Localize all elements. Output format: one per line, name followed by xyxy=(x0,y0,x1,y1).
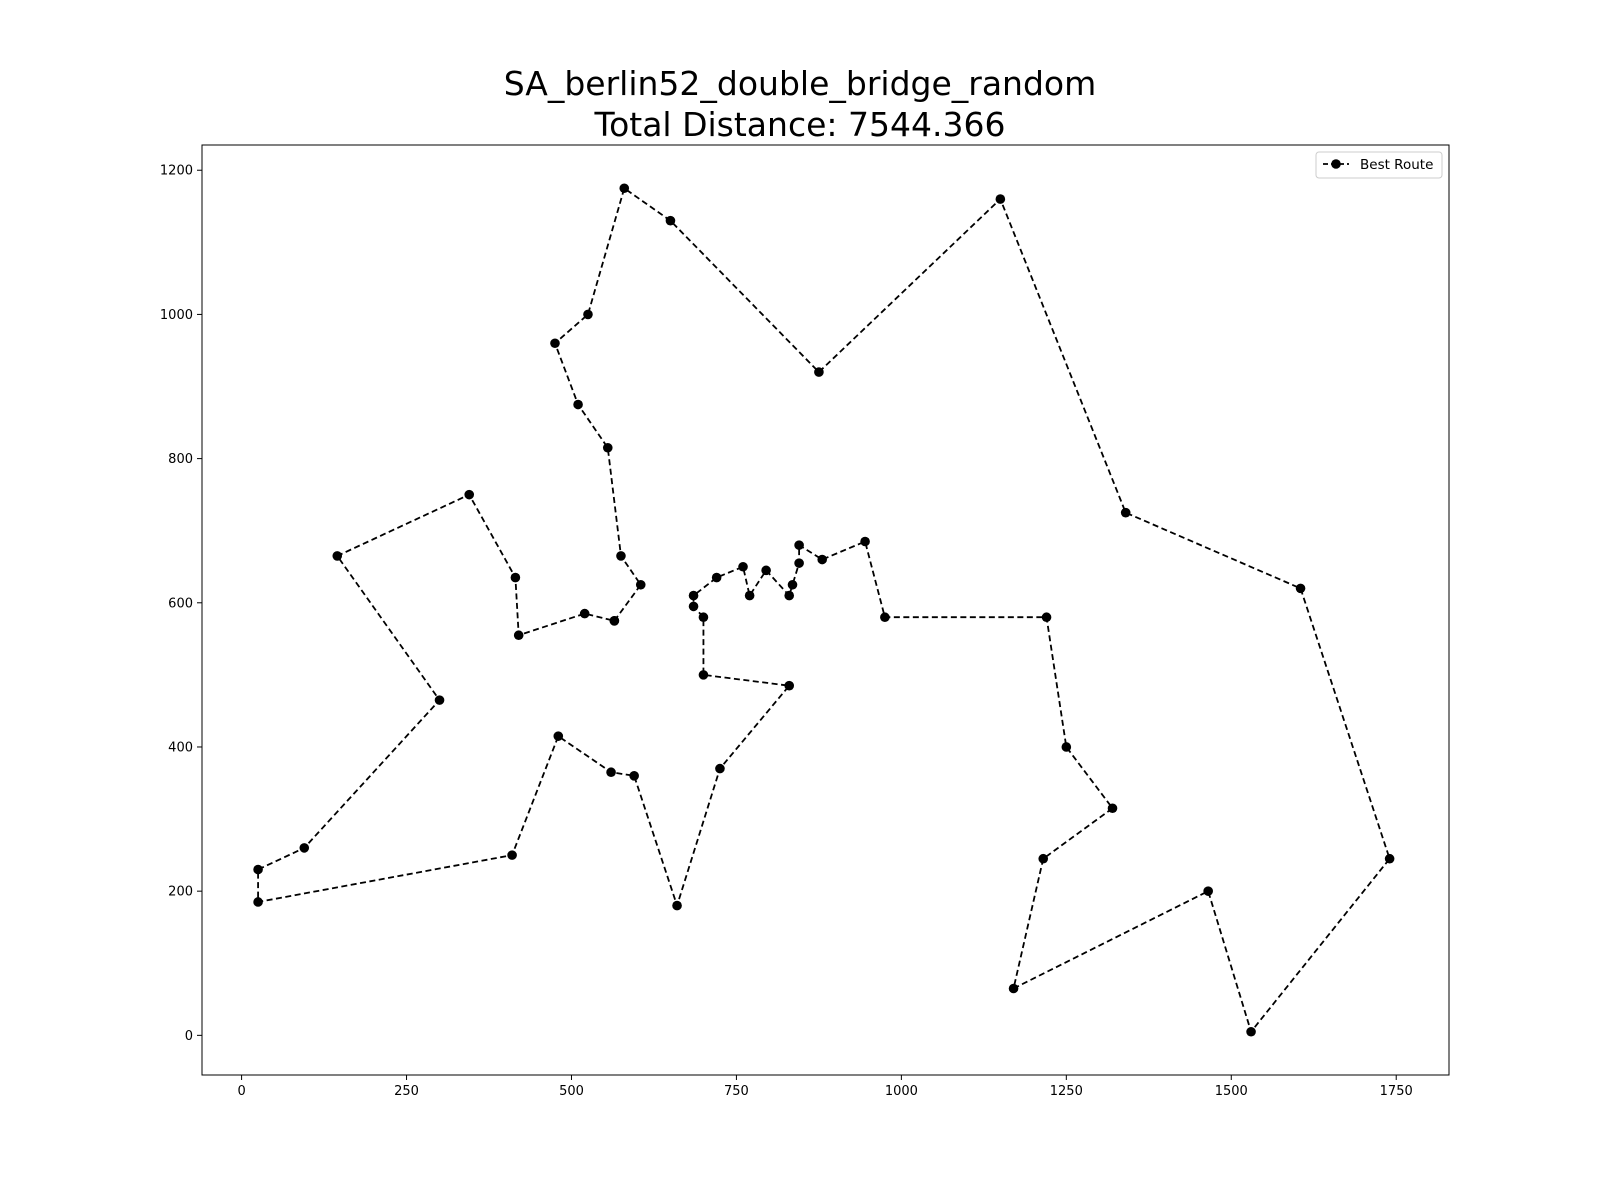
city-point xyxy=(507,850,517,860)
x-tick-label: 1500 xyxy=(1215,1084,1248,1099)
city-point xyxy=(1120,507,1131,518)
x-tick-label: 500 xyxy=(559,1084,584,1099)
city-point xyxy=(464,489,475,500)
route-line xyxy=(257,186,1391,1034)
x-tick-label: 0 xyxy=(237,1084,245,1099)
city-point xyxy=(814,367,824,377)
city-point xyxy=(880,612,890,623)
city-point xyxy=(553,731,564,741)
y-tick-label: 1000 xyxy=(160,308,193,323)
legend-marker-sample xyxy=(1331,159,1341,169)
city-point xyxy=(619,183,630,194)
city-point xyxy=(688,590,699,601)
city-point xyxy=(1295,583,1306,594)
city-point xyxy=(787,579,798,590)
city-point xyxy=(665,215,676,226)
y-tick-label: 1200 xyxy=(160,164,193,179)
city-point xyxy=(513,630,524,641)
legend-label-best-route: Best Route xyxy=(1360,157,1433,173)
chart-title-line2: Total Distance: 7544.366 xyxy=(594,105,1006,144)
city-point xyxy=(794,558,804,568)
city-point xyxy=(784,590,795,601)
city-point xyxy=(253,864,263,875)
city-point xyxy=(698,612,709,623)
city-point xyxy=(635,579,646,590)
city-point xyxy=(715,763,725,774)
y-tick-label: 800 xyxy=(168,452,193,467)
city-point xyxy=(711,572,722,583)
city-point xyxy=(629,771,639,781)
city-point xyxy=(1041,612,1052,623)
y-tick-label: 600 xyxy=(168,596,193,611)
city-point xyxy=(817,554,828,565)
city-point xyxy=(738,561,748,572)
city-point xyxy=(602,442,613,453)
city-point xyxy=(573,399,583,410)
city-point xyxy=(1203,886,1213,896)
city-point xyxy=(794,540,804,550)
city-point xyxy=(583,309,593,320)
city-point xyxy=(299,843,310,853)
city-point xyxy=(1384,853,1395,864)
x-tick-label: 1250 xyxy=(1050,1084,1083,1099)
city-point xyxy=(332,551,343,561)
x-tick-label: 1750 xyxy=(1380,1084,1413,1099)
city-point xyxy=(860,536,870,547)
y-tick-label: 0 xyxy=(185,1029,193,1044)
city-point xyxy=(609,616,620,626)
legend: Best Route xyxy=(1315,151,1443,179)
city-point xyxy=(761,565,771,576)
route-series xyxy=(253,183,1395,1037)
city-point xyxy=(995,194,1006,204)
city-point xyxy=(784,680,795,691)
city-point xyxy=(672,900,682,911)
plot-area-frame xyxy=(201,144,1450,1076)
y-tick-label: 200 xyxy=(168,885,193,900)
city-point xyxy=(510,572,521,583)
x-axis: 0 250 500 750 1000 1250 1500 1750 xyxy=(237,1075,1413,1099)
city-point xyxy=(1008,983,1019,994)
y-axis: 0 200 400 600 800 1000 1200 xyxy=(160,164,202,1044)
x-tick-label: 250 xyxy=(394,1084,419,1099)
city-point xyxy=(1061,742,1072,752)
city-point xyxy=(1107,803,1118,814)
y-tick-label: 400 xyxy=(168,740,193,755)
city-point xyxy=(606,767,616,778)
city-point xyxy=(744,590,755,601)
city-point xyxy=(688,601,699,612)
city-point xyxy=(550,338,560,349)
city-point xyxy=(253,897,263,907)
city-point xyxy=(434,695,445,705)
city-point xyxy=(1246,1026,1256,1037)
x-tick-label: 1000 xyxy=(885,1084,918,1099)
legend-box xyxy=(1315,151,1443,179)
city-point xyxy=(698,670,709,680)
city-point xyxy=(616,551,626,561)
city-point xyxy=(579,608,590,619)
x-tick-label: 750 xyxy=(724,1084,749,1099)
city-point xyxy=(1038,853,1049,864)
chart-title-line1: SA_berlin52_double_bridge_random xyxy=(504,64,1097,103)
